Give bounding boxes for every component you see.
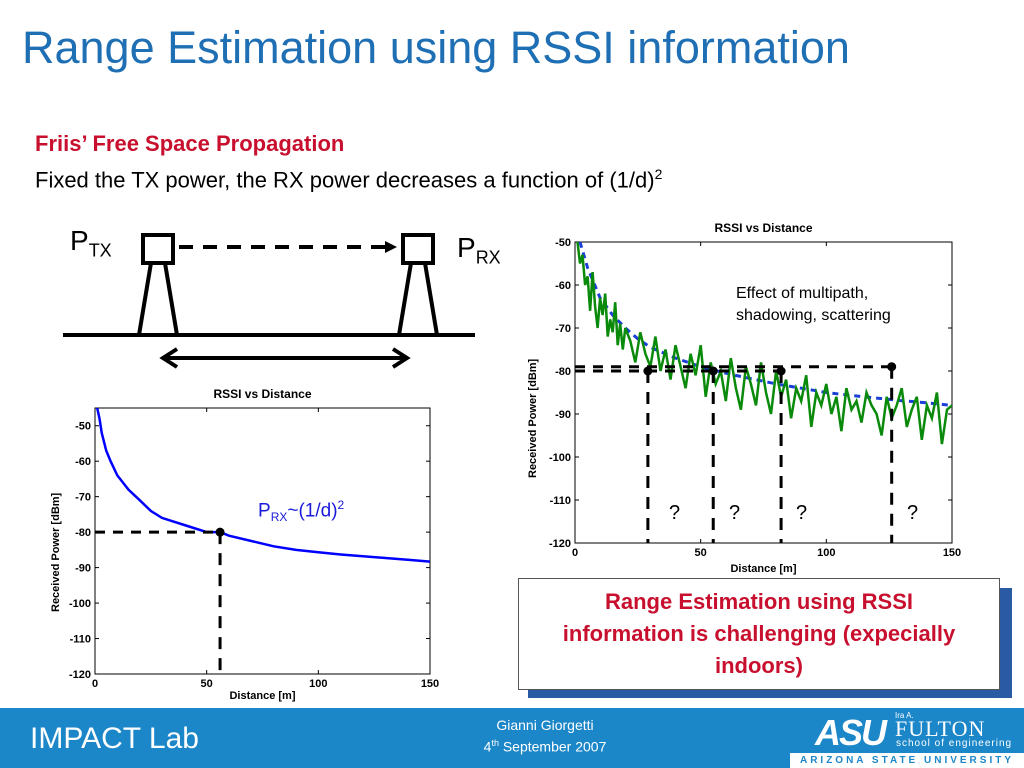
prx-label: PRX [457,232,501,269]
right-chart-ytick-label: -70 [555,323,571,335]
left-chart-ytick-label: -110 [70,634,91,646]
fulton-ira-a: Ira A. [895,711,914,720]
right-chart-ytick-label: -120 [549,538,571,550]
rx-antenna-box [401,233,435,265]
signal-arrow-head [385,241,397,253]
footer-author: Gianni Giorgetti [496,717,594,733]
tx-rx-diagram [63,233,475,369]
prx-formula-sup: 2 [337,498,345,512]
left-chart-ytick-label: -50 [75,421,91,433]
rx-leg-right [423,262,439,336]
right-chart-ytick-label: -80 [555,366,571,378]
multipath-annotation: Effect of multipath, shadowing, scatterin… [736,283,891,327]
left-chart-xtick-label: 0 [92,678,98,690]
right-chart-ytick-label: -110 [550,495,571,507]
question-mark-1: ? [669,502,681,524]
left-chart-ytick-label: -90 [75,563,91,575]
prx-formula-rest: ~(1/d) [287,500,338,522]
right-chart-ytick-label: -90 [555,409,571,421]
sub-line-exponent: 2 [654,166,663,182]
multipath-annotation-line1: Effect of multipath, [736,285,869,302]
callout-box: Range Estimation using RSSI information … [518,578,1000,690]
left-chart-title: RSSI vs Distance [213,387,312,401]
rx-leg-left [397,262,413,336]
callout-text: Range Estimation using RSSI information … [562,589,956,678]
footer-lab-name: IMPACT Lab [30,722,199,755]
left-chart-ytick-label: -60 [75,456,91,468]
slide-title: Range Estimation using RSSI information [22,22,850,73]
left-chart-xlabel: Distance [m] [229,690,296,702]
right-chart-ytick-label: -60 [555,280,571,292]
question-mark-3: ? [796,502,808,524]
tx-leg-right [163,262,179,336]
tx-antenna-box [141,233,175,265]
distance-arrow-right-head [391,347,411,369]
left-chart-xtick-label: 50 [201,678,213,690]
multipath-annotation-line2: shadowing, scattering [736,307,891,324]
left-chart-ytick-label: -100 [69,598,91,610]
right-chart-marker-dot-3 [887,362,897,372]
right-chart-xlabel: Distance [m] [730,563,797,575]
distance-arrow-left-head [159,347,179,369]
right-chart-marker-dot-2 [776,366,786,376]
left-chart-ytick-label: -80 [75,527,91,539]
left-chart-xtick-label: 150 [421,678,439,690]
footer-author-date: Gianni Giorgetti 4th September 2007 [455,716,635,756]
left-chart-ytick-label: -70 [75,492,91,504]
prx-label-main: P [457,232,476,263]
right-chart-xtick-label: 50 [695,547,707,559]
sub-line: Fixed the TX power, the RX power decreas… [35,166,662,193]
right-chart-series-line-1 [576,242,952,445]
asu-band [790,753,1024,768]
right-chart-marker-dot-1 [708,366,718,376]
question-mark-2: ? [729,502,741,524]
prx-formula-main: P [258,500,271,522]
footer-date-day: 4 [483,738,492,755]
right-chart-ytick-label: -50 [555,237,571,249]
sub-heading: Friis’ Free Space Propagation [35,131,345,156]
prx-formula-annotation: PRX~(1/d)2 [258,498,344,524]
right-chart-title: RSSI vs Distance [714,221,813,235]
fulton-school-text: school of engineering [896,738,1013,749]
prx-label-sub: RX [475,247,501,268]
ptx-label: PTX [70,225,112,262]
right-chart-xtick-label: 0 [572,547,578,559]
left-chart-ylabel: Received Power [dBm] [50,492,62,612]
right-chart-ylabel: Received Power [dBm] [527,358,539,478]
footer-date-rest: September 2007 [498,738,607,755]
right-chart-xtick-label: 100 [817,547,835,559]
question-mark-4: ? [907,502,919,524]
right-chart-ytick-label: -100 [549,452,571,464]
right-chart-frame [574,241,953,544]
left-chart-ytick-label: -120 [69,669,91,681]
sub-line-text: Fixed the TX power, the RX power decreas… [35,167,655,193]
ptx-label-main: P [70,225,89,256]
left-chart-xtick-label: 100 [309,678,327,690]
tx-leg-left [137,262,153,336]
footer-date: 4th September 2007 [455,734,635,756]
left-chart-frame [94,407,431,675]
footer-date-sup: th [491,738,499,748]
ptx-label-sub: TX [88,240,112,261]
asu-university-text: ARIZONA STATE UNIVERSITY [799,755,1015,766]
prx-formula-sub: RX [270,510,288,525]
asu-logo: ASU [815,712,887,753]
fulton-logo: FULTON [895,716,986,741]
right-chart-xtick-label: 150 [943,547,961,559]
left-chart-marker-dot-0 [215,527,225,537]
